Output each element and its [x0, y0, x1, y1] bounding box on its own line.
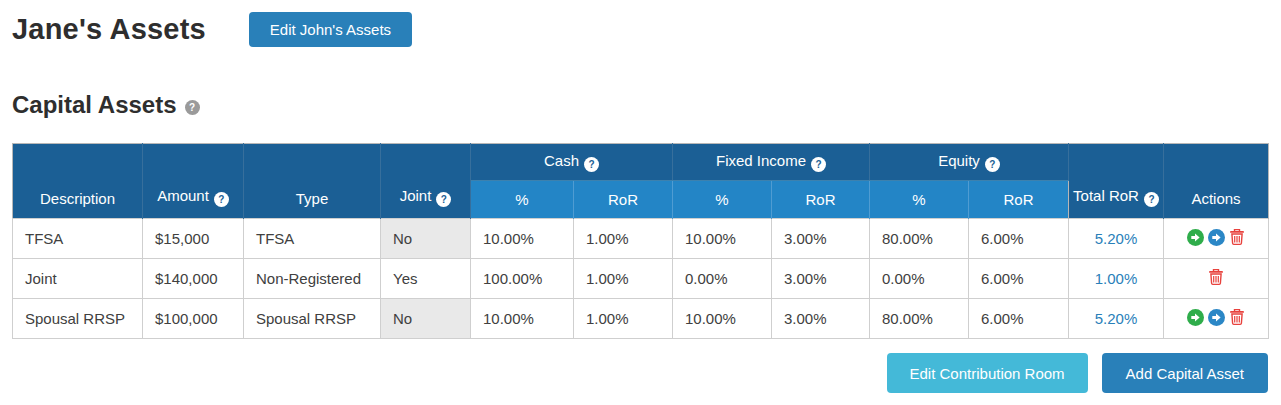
- cell-fixed-ror: 3.00%: [772, 299, 870, 339]
- cell-description: Joint: [13, 259, 143, 299]
- cell-type: Spousal RRSP: [244, 299, 381, 339]
- page-title: Jane's Assets: [12, 13, 206, 46]
- cell-description: Spousal RRSP: [13, 299, 143, 339]
- cell-cash-ror: 1.00%: [574, 219, 673, 259]
- cell-cash-percent: 10.00%: [471, 299, 574, 339]
- question-circle-icon[interactable]: ?: [185, 100, 200, 115]
- cell-equity-ror: 6.00%: [969, 259, 1069, 299]
- table-row-tfsa: TFSA $15,000 TFSA No 10.00% 1.00% 10.00%…: [13, 219, 1269, 259]
- column-header-total-ror: Total RoR?: [1069, 144, 1164, 219]
- group-header-cash-label: Cash: [544, 152, 579, 169]
- question-circle-icon[interactable]: ?: [214, 192, 229, 207]
- total-ror-link[interactable]: 5.20%: [1069, 219, 1164, 259]
- assets-page: Jane's Assets Edit John's Assets Capital…: [0, 0, 1281, 393]
- cell-fixed-ror: 3.00%: [772, 259, 870, 299]
- table-footer-actions: Edit Contribution Room Add Capital Asset: [12, 353, 1268, 393]
- title-row: Jane's Assets Edit John's Assets: [12, 12, 1268, 47]
- group-header-cash: Cash?: [471, 144, 673, 181]
- question-circle-icon[interactable]: ?: [985, 157, 1000, 172]
- cell-equity-ror: 6.00%: [969, 299, 1069, 339]
- question-circle-icon[interactable]: ?: [811, 157, 826, 172]
- question-circle-icon[interactable]: ?: [584, 157, 599, 172]
- cell-cash-ror: 1.00%: [574, 299, 673, 339]
- cell-equity-percent: 80.00%: [870, 219, 969, 259]
- column-header-joint: Joint?: [381, 144, 471, 219]
- subheader-equity-percent: %: [870, 181, 969, 219]
- cell-joint: No: [381, 299, 471, 339]
- column-header-amount-label: Amount: [157, 187, 209, 204]
- subheader-fixed-percent: %: [673, 181, 772, 219]
- column-header-description: Description: [13, 144, 143, 219]
- cell-fixed-ror: 3.00%: [772, 219, 870, 259]
- column-header-actions: Actions: [1164, 144, 1269, 219]
- cell-amount: $100,000: [143, 299, 244, 339]
- column-header-amount: Amount?: [143, 144, 244, 219]
- cell-fixed-percent: 0.00%: [673, 259, 772, 299]
- cell-amount: $15,000: [143, 219, 244, 259]
- cell-actions: [1164, 219, 1269, 259]
- question-circle-icon[interactable]: ?: [1144, 192, 1159, 207]
- cell-equity-ror: 6.00%: [969, 219, 1069, 259]
- section-heading-row: Capital Assets ?: [12, 91, 1268, 119]
- arrow-circle-blue-icon[interactable]: [1208, 309, 1225, 326]
- arrow-circle-green-icon[interactable]: [1187, 229, 1204, 246]
- cell-cash-percent: 10.00%: [471, 219, 574, 259]
- subheader-equity-ror: RoR: [969, 181, 1069, 219]
- cell-cash-percent: 100.00%: [471, 259, 574, 299]
- question-circle-icon[interactable]: ?: [436, 192, 451, 207]
- subheader-fixed-ror: RoR: [772, 181, 870, 219]
- cell-amount: $140,000: [143, 259, 244, 299]
- arrow-circle-green-icon[interactable]: [1187, 309, 1204, 326]
- cell-type: Non-Registered: [244, 259, 381, 299]
- cell-equity-percent: 80.00%: [870, 299, 969, 339]
- total-ror-link[interactable]: 1.00%: [1069, 259, 1164, 299]
- cell-joint: Yes: [381, 259, 471, 299]
- table-row-joint: Joint $140,000 Non-Registered Yes 100.00…: [13, 259, 1269, 299]
- group-header-equity: Equity?: [870, 144, 1069, 181]
- cell-actions: [1164, 299, 1269, 339]
- cell-actions: [1164, 259, 1269, 299]
- add-capital-asset-button[interactable]: Add Capital Asset: [1102, 353, 1268, 393]
- subheader-cash-ror: RoR: [574, 181, 673, 219]
- cell-fixed-percent: 10.00%: [673, 219, 772, 259]
- total-ror-link[interactable]: 5.20%: [1069, 299, 1164, 339]
- cell-fixed-percent: 10.00%: [673, 299, 772, 339]
- edit-contribution-room-button[interactable]: Edit Contribution Room: [887, 353, 1088, 393]
- subheader-cash-percent: %: [471, 181, 574, 219]
- table-row-spousal-rrsp: Spousal RRSP $100,000 Spousal RRSP No 10…: [13, 299, 1269, 339]
- group-header-equity-label: Equity: [938, 152, 980, 169]
- group-header-fixed-income-label: Fixed Income: [716, 152, 806, 169]
- trash-icon[interactable]: [1229, 228, 1245, 246]
- column-header-total-ror-label: Total RoR: [1073, 187, 1139, 204]
- edit-spouse-assets-button[interactable]: Edit John's Assets: [249, 12, 412, 47]
- column-header-joint-label: Joint: [400, 187, 432, 204]
- capital-assets-table: Description Amount? Type Joint? Cash? Fi…: [12, 143, 1269, 339]
- cell-type: TFSA: [244, 219, 381, 259]
- cell-joint: No: [381, 219, 471, 259]
- trash-icon[interactable]: [1208, 268, 1224, 286]
- trash-icon[interactable]: [1229, 308, 1245, 326]
- cell-cash-ror: 1.00%: [574, 259, 673, 299]
- group-header-fixed-income: Fixed Income?: [673, 144, 870, 181]
- cell-equity-percent: 0.00%: [870, 259, 969, 299]
- column-header-type: Type: [244, 144, 381, 219]
- arrow-circle-blue-icon[interactable]: [1208, 229, 1225, 246]
- cell-description: TFSA: [13, 219, 143, 259]
- section-title: Capital Assets: [12, 91, 177, 119]
